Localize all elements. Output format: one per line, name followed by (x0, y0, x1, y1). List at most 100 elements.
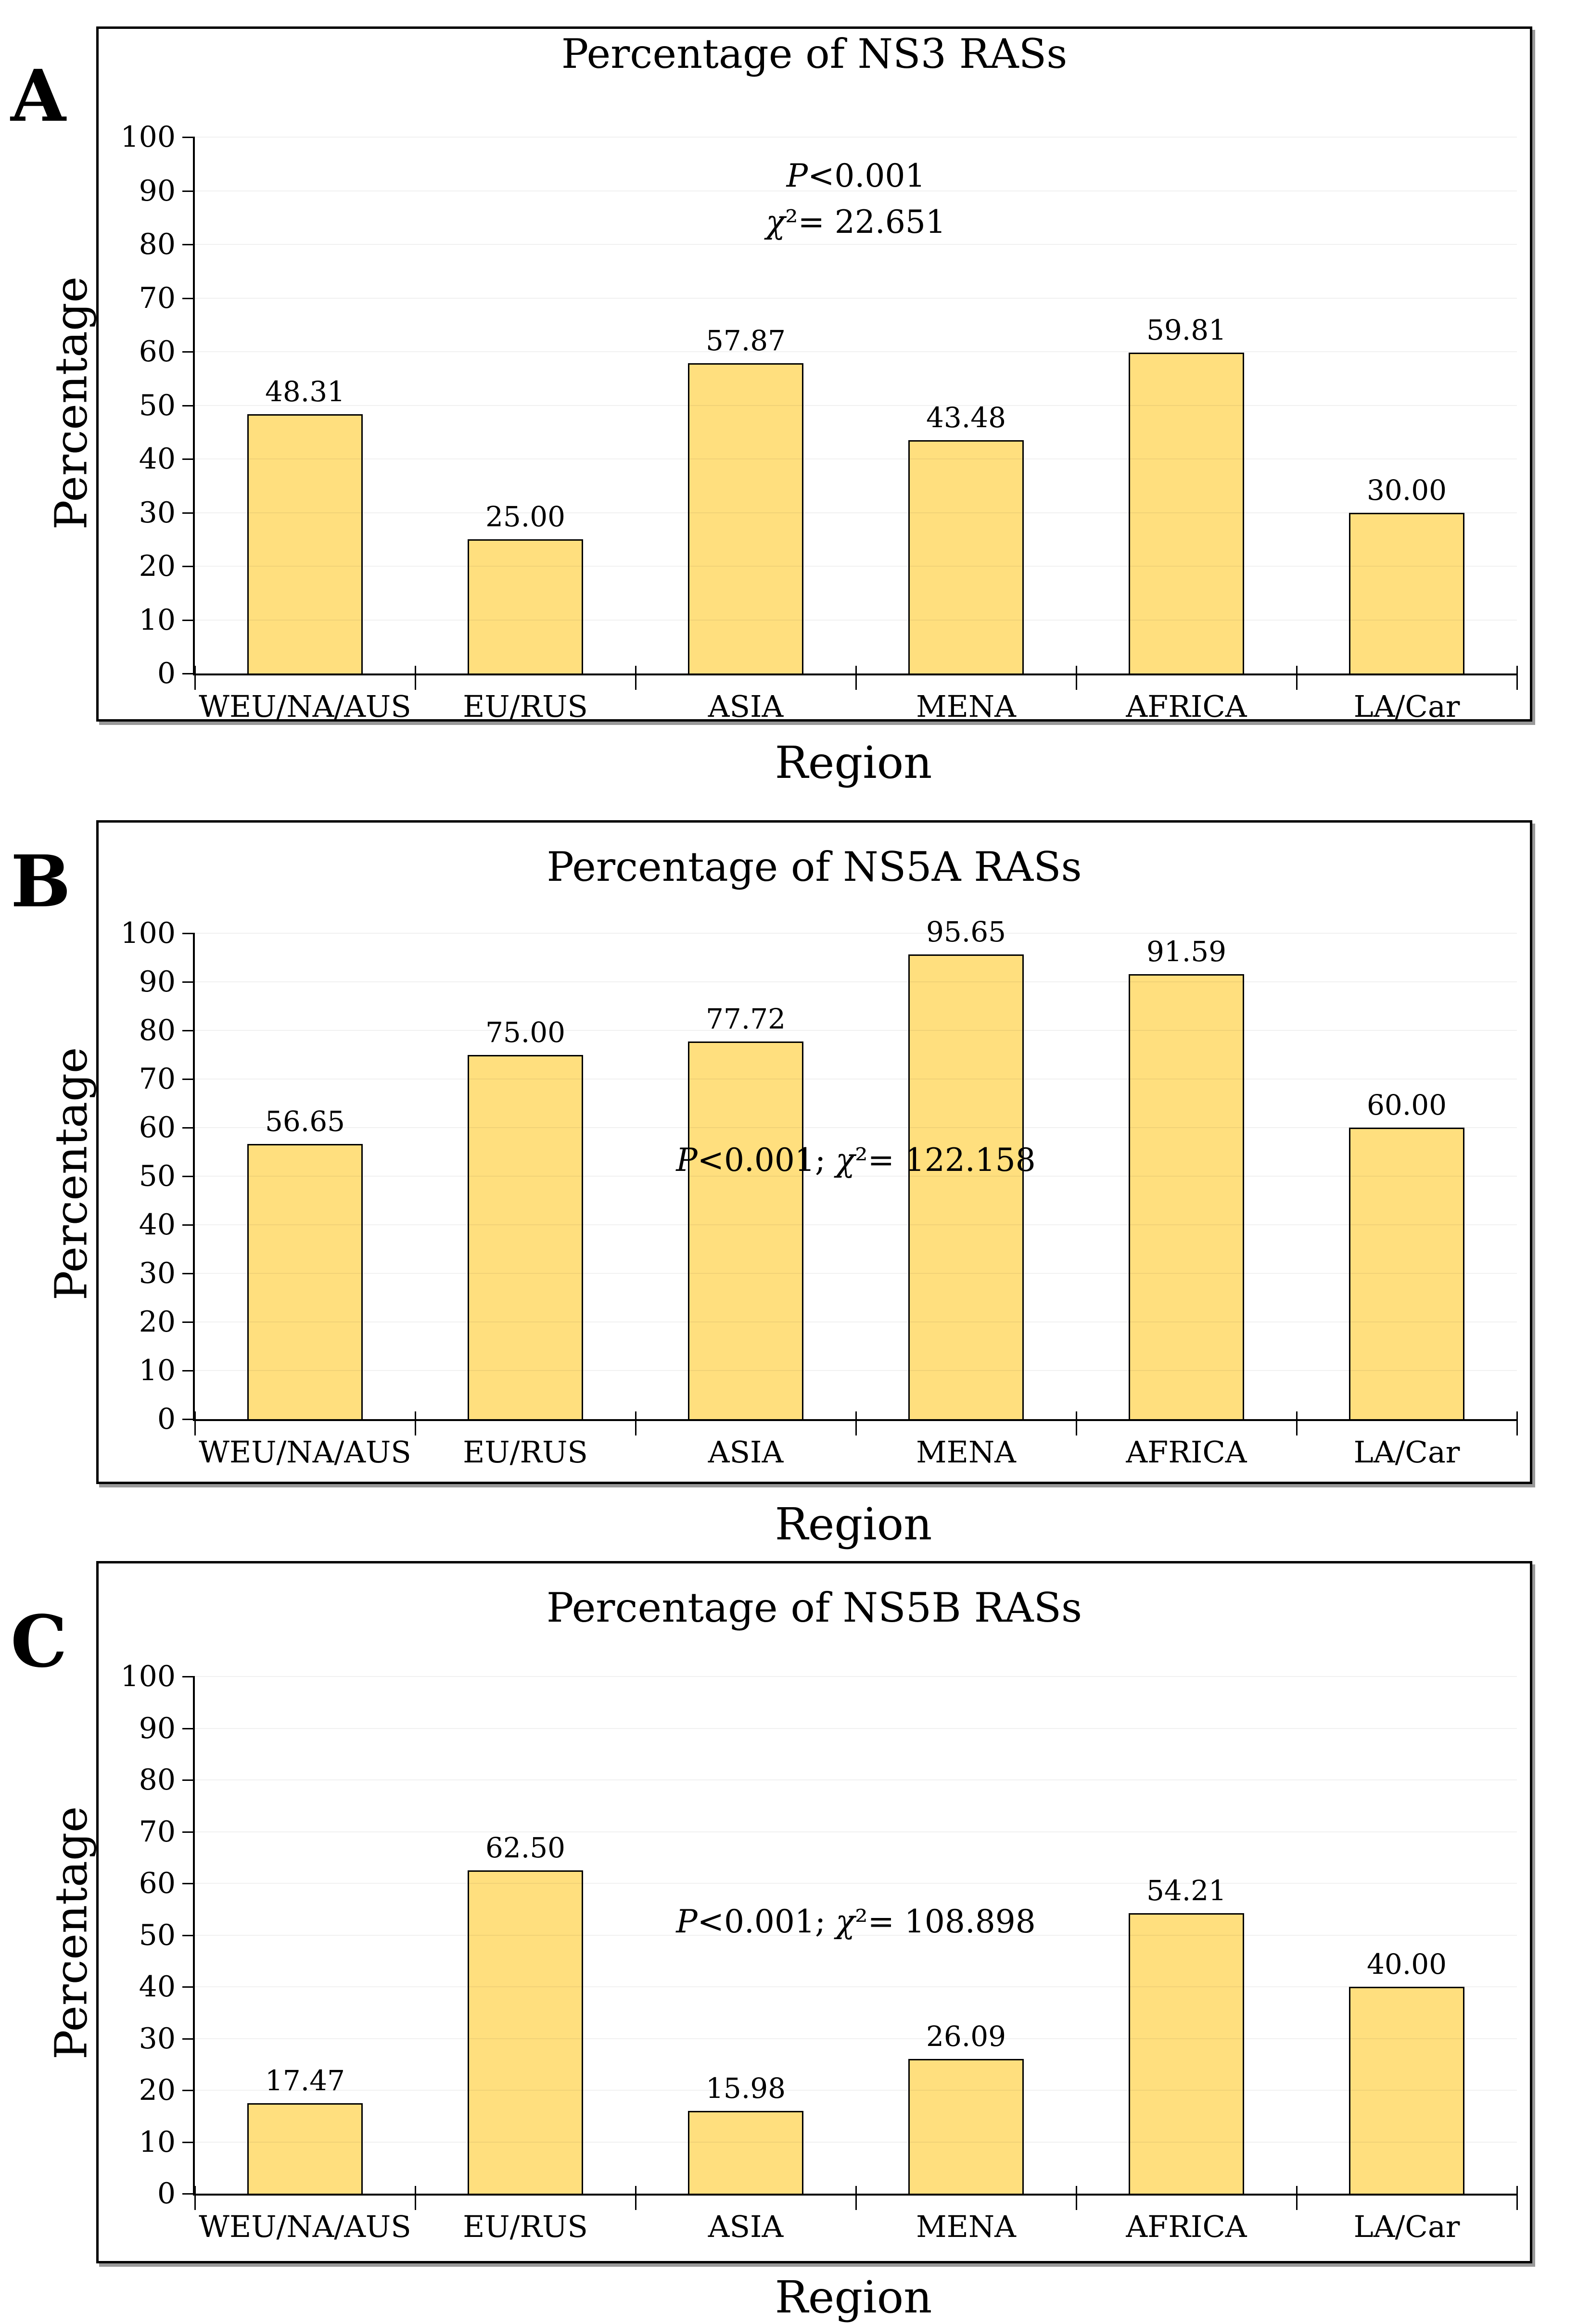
x-tick-0 (194, 666, 196, 690)
y-tick-label-50: 50 (139, 388, 176, 422)
y-tick-10 (182, 1370, 195, 1372)
bar-value-label: 77.72 (705, 1003, 786, 1036)
y-tick-label-0: 0 (157, 1402, 176, 1436)
bar-value-label: 15.98 (705, 2072, 786, 2105)
bar-value-label: 60.00 (1366, 1089, 1447, 1121)
y-tick-90 (182, 981, 195, 983)
gridline-60 (195, 1883, 1517, 1884)
bar-AFRICA (1129, 353, 1244, 673)
y-tick-label-10: 10 (139, 603, 176, 637)
y-tick-100 (182, 1676, 195, 1677)
y-axis-title: Percentage (45, 1806, 97, 2059)
x-tick-2 (635, 666, 636, 690)
gridline-30 (195, 1273, 1517, 1274)
y-tick-label-40: 40 (139, 1208, 176, 1242)
bar-value-label: 59.81 (1146, 314, 1227, 347)
bar-value-label: 17.47 (265, 2064, 345, 2097)
gridline-30 (195, 512, 1517, 513)
bar-value-label: 25.00 (485, 500, 566, 533)
bar-WEU/NA/AUS (247, 2103, 363, 2194)
bar-AFRICA (1129, 1913, 1244, 2194)
category-label-EU/RUS: EU/RUS (463, 2209, 588, 2244)
bar-ASIA (688, 363, 803, 673)
bar-LA/Car (1349, 1128, 1464, 1419)
y-tick-label-0: 0 (157, 657, 176, 690)
bar-value-label: 43.48 (926, 401, 1006, 434)
chart-title: Percentage of NS3 RASs (561, 30, 1068, 77)
bar-LA/Car (1349, 512, 1464, 673)
x-tick-5 (1296, 666, 1298, 690)
category-label-LA/Car: LA/Car (1353, 1435, 1460, 1470)
y-tick-70 (182, 1831, 195, 1833)
gridline-10 (195, 619, 1517, 621)
y-tick-label-60: 60 (139, 1867, 176, 1900)
plot-area: 56.65 75.00 77.72 95.65 91.59 60.00 (193, 918, 1517, 1421)
bar-AFRICA (1129, 974, 1244, 1419)
bar-ASIA (688, 2111, 803, 2194)
y-tick-40 (182, 1986, 195, 1988)
y-tick-label-30: 30 (139, 2021, 176, 2056)
gridline-40 (195, 1224, 1517, 1225)
chart-box-c: Percentage of NS5B RASs P<0.001; χ²= 108… (96, 1561, 1532, 2263)
y-tick-label-60: 60 (139, 1111, 176, 1144)
y-tick-60 (182, 351, 195, 353)
panel-letter-b: B (11, 839, 71, 923)
x-tick-4 (1076, 2186, 1077, 2210)
y-tick-label-70: 70 (139, 281, 176, 315)
y-tick-label-80: 80 (139, 1763, 176, 1797)
y-tick-70 (182, 1079, 195, 1080)
x-tick-1 (415, 2186, 416, 2210)
y-tick-label-90: 90 (139, 1711, 176, 1745)
chart-box-b: Percentage of NS5A RASs P<0.001; χ²= 122… (96, 820, 1532, 1484)
y-tick-label-100: 100 (120, 120, 176, 154)
y-tick-label-20: 20 (139, 549, 176, 583)
gridline-100 (195, 137, 1517, 138)
y-tick-40 (182, 1224, 195, 1226)
y-tick-50 (182, 1934, 195, 1936)
y-tick-100 (182, 137, 195, 138)
y-tick-label-40: 40 (139, 1970, 176, 2004)
y-tick-80 (182, 1030, 195, 1031)
gridline-100 (195, 933, 1517, 934)
y-tick-label-10: 10 (139, 1354, 176, 1387)
y-tick-label-40: 40 (139, 442, 176, 476)
bar-LA/Car (1349, 1987, 1464, 2194)
stats-annotation: P<0.001; χ²= 122.158 (676, 1142, 1036, 1179)
y-tick-90 (182, 190, 195, 192)
bar-EU/RUS (468, 1054, 583, 1419)
y-tick-0 (182, 673, 195, 674)
x-axis-title: Region (775, 2272, 932, 2323)
bar-value-label: 26.09 (926, 2019, 1006, 2053)
y-tick-label-80: 80 (139, 1014, 176, 1047)
category-label-EU/RUS: EU/RUS (463, 1435, 588, 1470)
category-label-EU/RUS: EU/RUS (463, 689, 588, 724)
x-tick-3 (855, 666, 857, 690)
plot-area: 48.31 25.00 57.87 43.48 59.81 30.00 (193, 137, 1517, 675)
y-tick-30 (182, 2038, 195, 2040)
gridline-90 (195, 981, 1517, 982)
y-tick-30 (182, 1273, 195, 1274)
y-tick-20 (182, 2090, 195, 2091)
x-tick-1 (415, 1411, 416, 1435)
y-tick-100 (182, 933, 195, 934)
y-tick-label-70: 70 (139, 1815, 176, 1849)
gridline-100 (195, 1676, 1517, 1677)
category-label-ASIA: ASIA (708, 689, 784, 724)
gridline-90 (195, 1727, 1517, 1729)
bar-value-label: 75.00 (485, 1016, 566, 1049)
y-tick-label-20: 20 (139, 1305, 176, 1339)
x-tick-4 (1076, 666, 1077, 690)
category-label-AFRICA: AFRICA (1126, 689, 1247, 724)
y-tick-40 (182, 458, 195, 460)
y-tick-label-20: 20 (139, 2073, 176, 2107)
y-tick-label-10: 10 (139, 2125, 176, 2159)
gridline-60 (195, 1127, 1517, 1128)
y-tick-80 (182, 1779, 195, 1781)
gridline-80 (195, 244, 1517, 245)
stats-annotation: P<0.001 χ²= 22.651 (766, 157, 946, 241)
category-label-ASIA: ASIA (708, 1435, 784, 1470)
category-label-ASIA: ASIA (708, 2209, 784, 2244)
x-tick-6 (1516, 666, 1518, 690)
